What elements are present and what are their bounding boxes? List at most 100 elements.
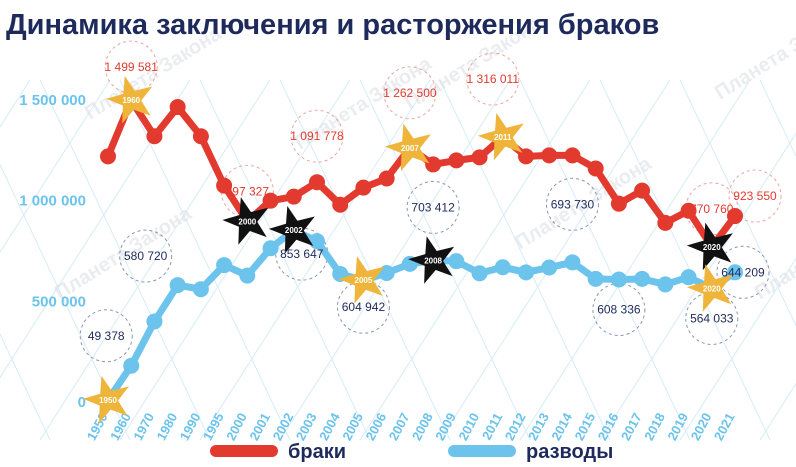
data-point bbox=[378, 170, 395, 187]
x-tick-label: 1970 bbox=[130, 410, 157, 443]
grid-line bbox=[439, 79, 671, 441]
data-point bbox=[564, 254, 581, 271]
data-point bbox=[634, 182, 651, 199]
data-label: 580 720 bbox=[124, 249, 168, 263]
data-point bbox=[262, 240, 279, 257]
legend-label: браки bbox=[288, 441, 346, 463]
year-star-markers: 1950 1960 2000 2002 2005 2007 2008 2011 2020 2020 bbox=[83, 75, 733, 424]
x-tick-label: 1980 bbox=[153, 410, 180, 443]
data-point bbox=[657, 276, 674, 293]
grid-line bbox=[279, 79, 511, 441]
grid-line bbox=[599, 132, 796, 441]
label-bubble bbox=[545, 177, 599, 231]
y-axis-ticks: 0 500 000 1 000 000 1 500 000 bbox=[19, 92, 86, 411]
x-tick-label: 2003 bbox=[293, 410, 320, 443]
star-marker bbox=[686, 222, 733, 271]
grid-line bbox=[439, 79, 611, 441]
x-tick-label: 1990 bbox=[177, 410, 204, 443]
star-year-label: 1950 bbox=[99, 396, 117, 405]
x-tick-label: 2001 bbox=[246, 410, 273, 443]
data-label: 1 091 778 bbox=[290, 129, 344, 143]
data-point bbox=[262, 192, 279, 209]
grid-line bbox=[519, 79, 751, 441]
grid-line bbox=[679, 257, 796, 441]
x-tick-label: 2011 bbox=[479, 410, 505, 442]
star-year-label: 2007 bbox=[401, 144, 419, 153]
data-point bbox=[192, 281, 209, 298]
x-tick-label: 2014 bbox=[548, 410, 575, 443]
data-point bbox=[541, 147, 558, 164]
y-tick-label: 500 000 bbox=[32, 293, 86, 310]
star-year-label: 2020 bbox=[703, 284, 721, 293]
data-point bbox=[564, 147, 581, 164]
label-bubble bbox=[79, 309, 133, 363]
x-tick-label: 2008 bbox=[409, 410, 436, 443]
watermark-text: Планета Закона bbox=[711, 2, 796, 104]
x-tick-label: 2021 bbox=[711, 410, 738, 443]
star-year-label: 2011 bbox=[494, 133, 512, 142]
x-tick-label: 2015 bbox=[571, 410, 598, 443]
data-point bbox=[100, 148, 116, 165]
y-tick-label: 0 bbox=[78, 394, 86, 411]
x-axis-ticks: 1950196019701980199019952000200120022003… bbox=[84, 410, 738, 443]
x-tick-label: 2007 bbox=[386, 410, 413, 443]
label-bubble bbox=[104, 40, 158, 94]
data-point bbox=[448, 152, 465, 169]
data-label: 693 730 bbox=[551, 197, 595, 211]
data-point bbox=[634, 270, 651, 287]
grid-line bbox=[599, 79, 771, 441]
data-point bbox=[471, 265, 488, 282]
label-bubble bbox=[728, 169, 782, 223]
data-point bbox=[587, 270, 604, 287]
data-point bbox=[657, 214, 674, 231]
x-tick-label: 2010 bbox=[455, 410, 482, 443]
data-point bbox=[378, 264, 395, 281]
label-bubble bbox=[383, 66, 437, 120]
data-point bbox=[610, 271, 627, 288]
series-lines bbox=[100, 92, 743, 408]
data-label: 923 550 bbox=[733, 189, 777, 203]
legend-label: разводы bbox=[526, 441, 613, 463]
grid-line bbox=[199, 79, 431, 441]
data-point bbox=[494, 259, 511, 276]
star-marker bbox=[268, 205, 315, 254]
data-label: 1 499 581 bbox=[105, 60, 159, 74]
data-point bbox=[518, 264, 534, 281]
data-label: 608 336 bbox=[597, 303, 641, 317]
data-point bbox=[309, 174, 325, 191]
x-tick-label: 2002 bbox=[270, 410, 297, 443]
x-tick-label: 2004 bbox=[316, 410, 343, 443]
data-point bbox=[541, 259, 558, 276]
data-point bbox=[169, 277, 186, 294]
y-tick-label: 1 500 000 bbox=[19, 92, 86, 109]
background-grid bbox=[0, 79, 796, 441]
x-tick-label: 1960 bbox=[107, 410, 134, 443]
data-point bbox=[123, 357, 140, 374]
data-point bbox=[309, 233, 325, 250]
data-point bbox=[587, 160, 604, 177]
grid-line bbox=[119, 79, 351, 441]
data-label: 703 412 bbox=[411, 200, 455, 214]
star-marker bbox=[222, 197, 269, 245]
grid-line bbox=[39, 79, 271, 441]
data-point bbox=[332, 196, 349, 213]
data-label: 1 262 500 bbox=[383, 86, 437, 100]
grid-line bbox=[519, 79, 691, 441]
star-marker bbox=[106, 75, 153, 124]
x-tick-label: 2019 bbox=[664, 410, 691, 443]
x-tick-label: 2017 bbox=[618, 410, 645, 443]
data-point bbox=[680, 269, 697, 286]
label-bubble bbox=[466, 52, 520, 106]
data-point bbox=[285, 188, 302, 205]
x-tick-label: 1950 bbox=[84, 410, 111, 443]
data-label: 564 033 bbox=[690, 311, 734, 325]
x-tick-label: 2005 bbox=[339, 410, 366, 443]
data-point bbox=[518, 148, 534, 165]
star-marker bbox=[408, 236, 455, 284]
grid-line bbox=[0, 79, 31, 128]
data-point bbox=[216, 257, 233, 274]
data-point bbox=[727, 208, 743, 225]
data-point bbox=[216, 177, 233, 194]
x-tick-label: 2006 bbox=[362, 410, 389, 443]
